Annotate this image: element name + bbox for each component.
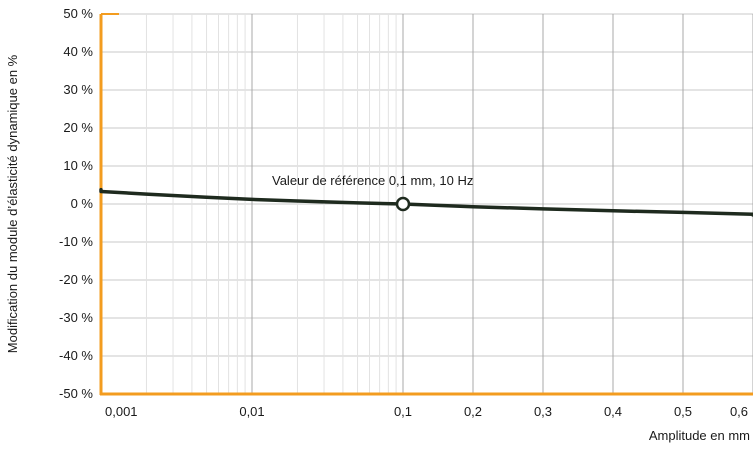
y-tick-label: -40 % bbox=[59, 348, 93, 363]
x-axis-title: Amplitude en mm bbox=[649, 428, 750, 443]
x-tick-label: 0,001 bbox=[105, 404, 138, 419]
reference-point-marker bbox=[395, 196, 411, 212]
y-tick-label: -20 % bbox=[59, 272, 93, 287]
x-tick-label: 0,3 bbox=[534, 404, 552, 419]
x-tick-label: 0,2 bbox=[464, 404, 482, 419]
y-tick-label: 50 % bbox=[63, 6, 93, 21]
x-tick-label: 0,01 bbox=[239, 404, 264, 419]
y-tick-label: 0 % bbox=[71, 196, 94, 211]
y-tick-label: -50 % bbox=[59, 386, 93, 401]
y-tick-label: -10 % bbox=[59, 234, 93, 249]
y-tick-label: 40 % bbox=[63, 44, 93, 59]
y-tick-label: -30 % bbox=[59, 310, 93, 325]
y-tick-label: 20 % bbox=[63, 120, 93, 135]
reference-point-annotation: Valeur de référence 0,1 mm, 10 Hz bbox=[272, 173, 473, 188]
labels: 50 % 40 % 30 % 20 % 10 % 0 % -10 % -20 % -30 % -4… bbox=[5, 6, 750, 443]
x-tick-label: 0,5 bbox=[674, 404, 692, 419]
series-line bbox=[99, 187, 753, 217]
axes bbox=[99, 13, 753, 396]
y-axis-title: Modification du module d’élasticité dyna… bbox=[5, 54, 20, 353]
x-tick-label: 0,6 bbox=[730, 404, 748, 419]
y-tick-label: 30 % bbox=[63, 82, 93, 97]
series-layer bbox=[99, 187, 753, 217]
x-tick-label: 0,1 bbox=[394, 404, 412, 419]
x-tick-label: 0,4 bbox=[604, 404, 622, 419]
y-tick-label: 10 % bbox=[63, 158, 93, 173]
